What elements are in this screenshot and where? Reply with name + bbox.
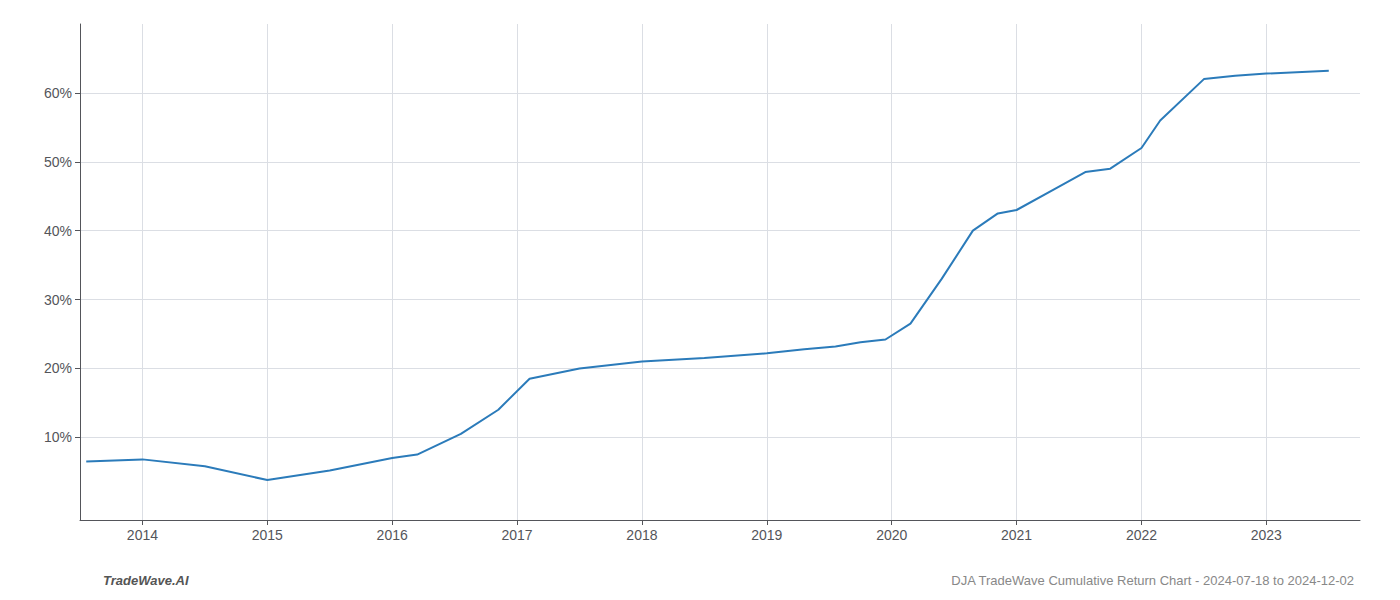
svg-text:20%: 20% — [44, 360, 72, 376]
svg-text:2016: 2016 — [377, 527, 408, 543]
svg-text:50%: 50% — [44, 154, 72, 170]
svg-text:2017: 2017 — [501, 527, 532, 543]
svg-text:40%: 40% — [44, 223, 72, 239]
svg-text:2021: 2021 — [1001, 527, 1032, 543]
svg-text:2015: 2015 — [252, 527, 283, 543]
svg-text:10%: 10% — [44, 429, 72, 445]
svg-text:30%: 30% — [44, 292, 72, 308]
svg-text:DJA TradeWave Cumulative Retur: DJA TradeWave Cumulative Return Chart - … — [951, 573, 1354, 588]
svg-text:60%: 60% — [44, 85, 72, 101]
svg-text:2014: 2014 — [127, 527, 158, 543]
svg-text:2023: 2023 — [1251, 527, 1282, 543]
svg-text:2019: 2019 — [751, 527, 782, 543]
svg-text:2018: 2018 — [626, 527, 657, 543]
svg-text:TradeWave.AI: TradeWave.AI — [103, 573, 189, 588]
svg-text:2022: 2022 — [1126, 527, 1157, 543]
svg-text:2020: 2020 — [876, 527, 907, 543]
